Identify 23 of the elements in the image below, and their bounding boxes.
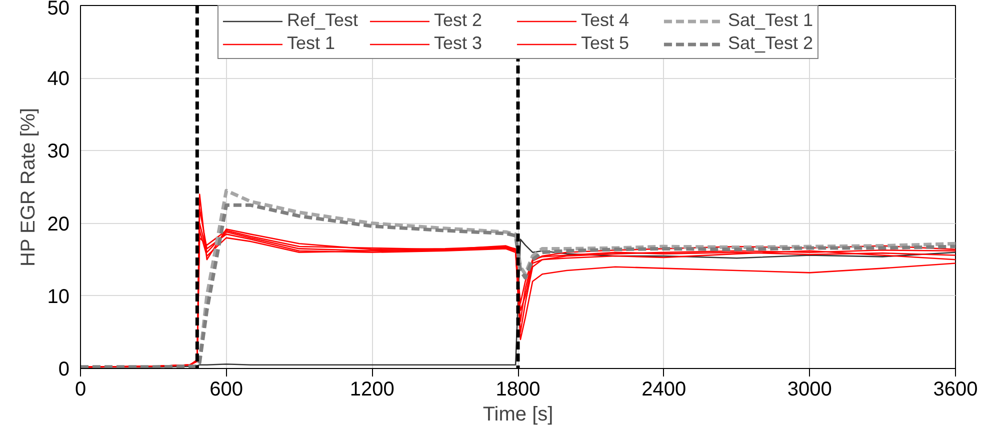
legend-label: Test 5 bbox=[580, 33, 630, 54]
x-axis-title: Time [s] bbox=[482, 404, 554, 426]
y-axis-title: HP EGR Rate [%] bbox=[17, 108, 40, 266]
y-tick-label: 10 bbox=[47, 286, 70, 308]
legend-label: Test 4 bbox=[580, 10, 630, 31]
x-tick-label: 1200 bbox=[350, 378, 394, 400]
x-tick-label: 3600 bbox=[933, 378, 978, 400]
legend-label: Ref_Test bbox=[286, 10, 360, 31]
legend-label: Sat_Test 2 bbox=[728, 33, 814, 54]
y-tick-label: 0 bbox=[58, 358, 70, 380]
y-tick-label: 20 bbox=[47, 213, 70, 236]
x-tick-label: 1800 bbox=[496, 378, 540, 400]
legend-label: Test 3 bbox=[434, 33, 483, 54]
y-tick-label: 50 bbox=[47, 0, 70, 20]
x-tick-label: 600 bbox=[210, 378, 244, 400]
legend-label: Sat_Test 1 bbox=[728, 10, 814, 31]
x-tick-label: 0 bbox=[74, 378, 86, 400]
x-tick-label: 3000 bbox=[787, 378, 832, 400]
y-tick-label: 40 bbox=[47, 68, 70, 90]
y-tick-label: 30 bbox=[47, 140, 70, 163]
legend-label: Test 1 bbox=[286, 33, 336, 54]
legend-label: Test 2 bbox=[434, 10, 483, 31]
x-tick-label: 2400 bbox=[642, 378, 686, 400]
